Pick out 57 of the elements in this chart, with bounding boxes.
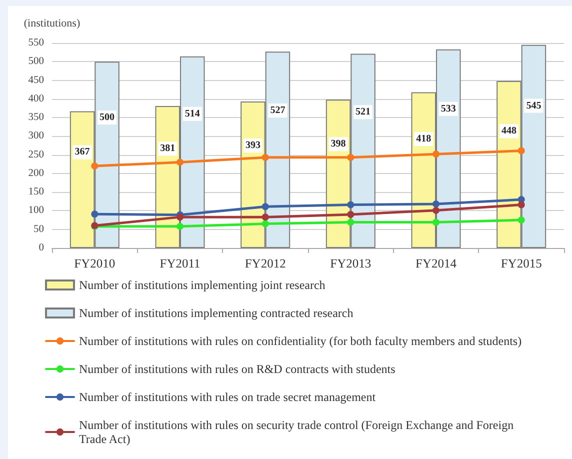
point [262, 203, 269, 210]
point [432, 200, 440, 208]
point [347, 154, 354, 161]
y-tick-label: 400 [28, 93, 44, 104]
y-tick-label: 450 [28, 74, 44, 86]
point [432, 218, 440, 226]
point [262, 214, 269, 221]
y-tick-label: 300 [28, 130, 44, 142]
data-label: 527 [270, 105, 286, 116]
legend-label: Number of institutions implementing contracted research [79, 306, 354, 320]
x-tick-label: FY2014 [416, 256, 458, 270]
point [347, 218, 354, 226]
data-label: 381 [160, 143, 176, 154]
y-tick-label: 500 [28, 56, 44, 68]
legend-label: Number of institutions with rules on trade secret management [79, 390, 376, 404]
legend-label: Number of institutions implementing joint research [79, 278, 326, 292]
x-tick-label: FY2010 [74, 256, 116, 270]
point [518, 201, 525, 208]
legend-label: Number of institutions with rules on confidentiality (for both faculty members and students) [79, 334, 522, 348]
x-tick-label: FY2013 [330, 256, 372, 270]
y-tick-label: 100 [28, 205, 44, 216]
data-label: 398 [330, 138, 346, 150]
point [176, 222, 184, 230]
data-label: 448 [501, 126, 516, 137]
data-label: 367 [74, 146, 90, 158]
point [347, 210, 354, 218]
y-tick-label: 0 [38, 242, 44, 254]
data-label: 521 [356, 106, 371, 118]
x-tick-label: FY2015 [500, 256, 542, 270]
y-tick-label: 250 [28, 149, 44, 160]
x-tick-label: FY2012 [244, 256, 286, 270]
y-tick-label: 150 [28, 186, 44, 198]
point [176, 158, 184, 166]
data-label: 533 [440, 103, 456, 114]
data-label: 500 [100, 112, 115, 124]
y-tick-label: 550 [28, 38, 44, 48]
data-label: 418 [416, 133, 432, 144]
point [91, 210, 98, 218]
point [347, 201, 354, 208]
point [518, 147, 525, 154]
point [262, 154, 269, 161]
y-axis-title: (institutions) [24, 18, 80, 30]
y-tick-label: 200 [28, 168, 44, 179]
point [262, 220, 269, 228]
x-tick-label: FY2011 [160, 256, 200, 270]
data-label: 393 [245, 140, 260, 151]
point [518, 216, 525, 224]
point [432, 206, 440, 214]
data-label: 545 [526, 100, 542, 112]
legend-label: Number of institutions with rules on security trade control (Foreign Exchange and Foreign Trade Act) [79, 418, 517, 446]
y-tick-label: 350 [28, 112, 44, 124]
point [91, 162, 98, 170]
y-tick-label: 50 [34, 224, 44, 235]
point [176, 214, 184, 221]
legend-label: Number of institutions with rules on R&D contracts with students [79, 362, 396, 376]
point [432, 150, 440, 158]
data-label: 514 [184, 108, 200, 120]
